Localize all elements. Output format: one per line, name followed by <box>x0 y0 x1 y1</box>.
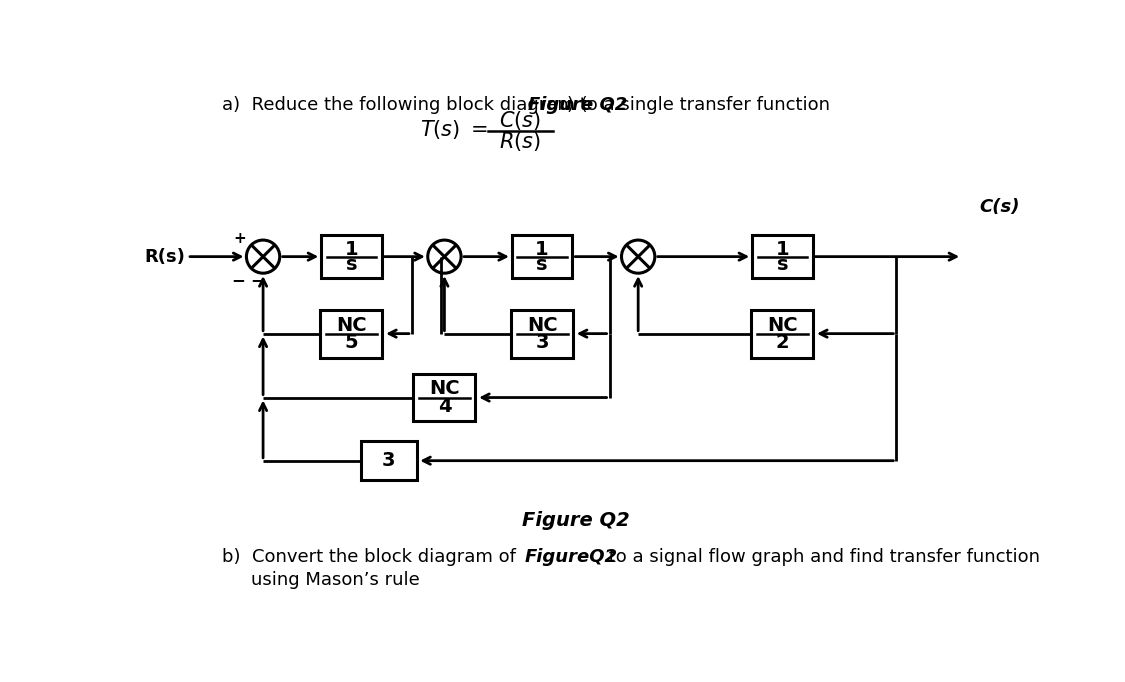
Text: 3: 3 <box>536 333 549 352</box>
Text: 5: 5 <box>344 333 358 352</box>
Bar <box>413 374 476 421</box>
Text: NC: NC <box>429 379 460 398</box>
Text: 1: 1 <box>536 239 549 258</box>
Text: s: s <box>537 255 548 273</box>
Text: Figure Q2: Figure Q2 <box>522 512 630 530</box>
Text: b)  Convert the block diagram of: b) Convert the block diagram of <box>222 548 522 566</box>
Text: $T(s)\ =$: $T(s)\ =$ <box>420 118 488 141</box>
Text: 4: 4 <box>438 397 451 415</box>
Bar <box>322 235 381 278</box>
Text: using Mason’s rule: using Mason’s rule <box>251 571 420 589</box>
Text: 1: 1 <box>775 239 789 258</box>
Bar <box>361 441 416 480</box>
Text: $R(s)$: $R(s)$ <box>500 130 541 153</box>
Bar <box>512 235 573 278</box>
Text: FigureQ2: FigureQ2 <box>524 548 618 566</box>
Text: NC: NC <box>767 316 798 335</box>
Text: −: − <box>232 271 245 288</box>
Text: s: s <box>776 255 789 273</box>
Text: to a signal flow graph and find transfer function: to a signal flow graph and find transfer… <box>603 548 1041 566</box>
Text: ) to a single transfer function: ) to a single transfer function <box>567 96 830 114</box>
Text: 1: 1 <box>344 239 358 258</box>
Bar <box>321 310 383 357</box>
Text: NC: NC <box>336 316 367 335</box>
Text: R(s): R(s) <box>145 248 186 265</box>
Text: Figure Q2: Figure Q2 <box>528 96 628 114</box>
Text: +: + <box>234 231 246 246</box>
Text: NC: NC <box>526 316 557 335</box>
Bar <box>752 310 813 357</box>
Text: 3: 3 <box>381 451 395 470</box>
Text: C(s): C(s) <box>979 198 1019 216</box>
Text: −: − <box>250 271 263 288</box>
Text: a)  Reduce the following block diagram (: a) Reduce the following block diagram ( <box>222 96 587 114</box>
Text: s: s <box>345 255 357 273</box>
Text: 2: 2 <box>775 333 789 352</box>
Bar <box>753 235 812 278</box>
Bar <box>511 310 573 357</box>
Text: $C(s)$: $C(s)$ <box>500 109 541 132</box>
